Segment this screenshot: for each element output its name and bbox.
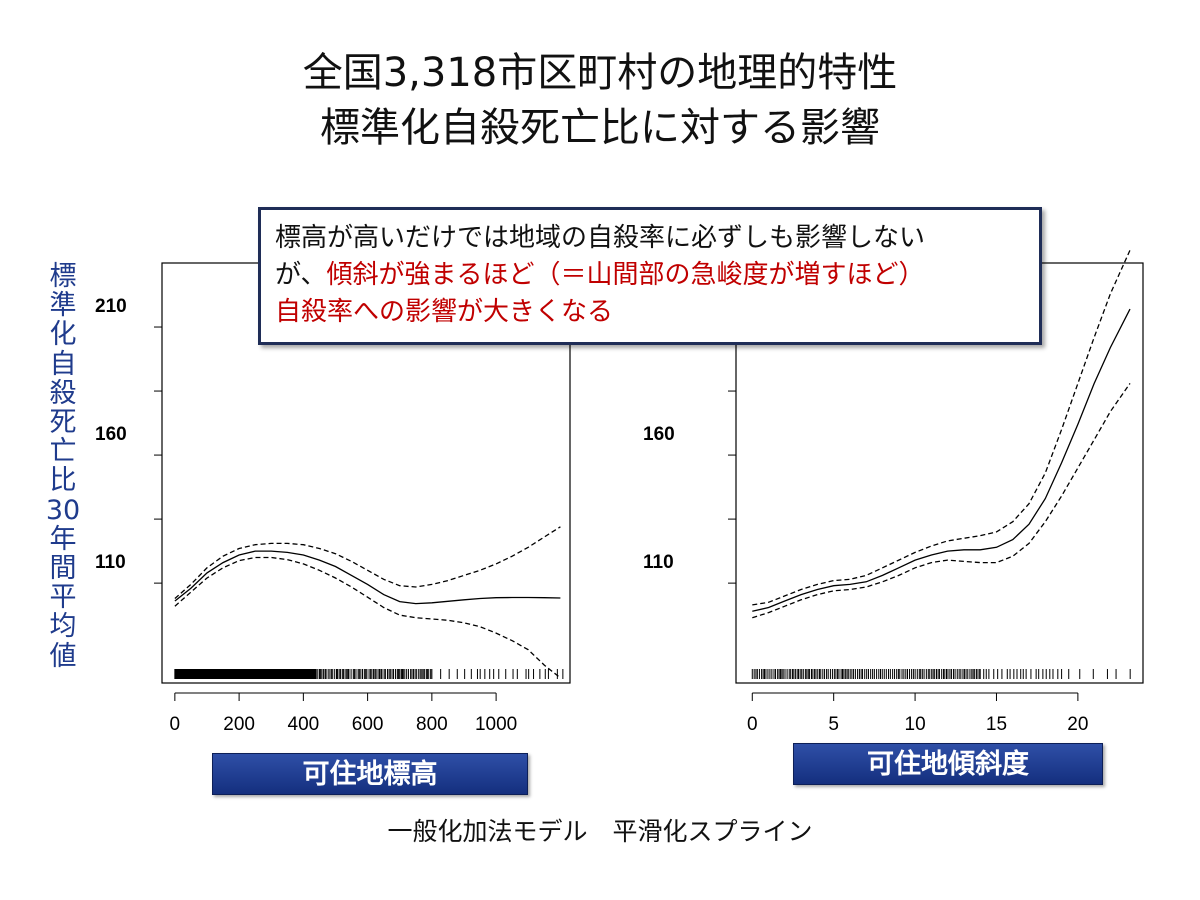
chart2-y-tick-label-160: 160 [643,424,675,445]
callout-line-1: 標高が高いだけでは地域の自殺率に必ずしも影響しない [275,223,926,253]
chart1-upper-ci-line [174,526,561,599]
chart1-x-tick-label-400: 400 [288,714,320,735]
x-axis-label-slope: 可住地傾斜度 [793,743,1103,785]
chart1-x-tick-label-1000: 1000 [475,714,517,735]
x-axis-label-elevation: 可住地標高 [212,753,528,795]
title-line-1: 全国3,318市区町村の地理的特性 [302,50,898,96]
chart2-lower-ci-line [752,383,1131,619]
callout-line-2: が、傾斜が強まるほど（＝山間部の急峻度が増すほど） [275,257,1025,294]
chart2-x-tick-label-20: 20 [1067,714,1088,735]
chart2-upper-ci-line [752,249,1131,606]
chart1-y-tick-label-210: 210 [95,296,127,317]
chart2-x-tick-label-0: 0 [747,714,758,735]
callout-line-2-highlight: 傾斜が強まるほど（＝山間部の急峻度が増すほど） [326,260,925,290]
chart1-y-tick-label-160: 160 [95,424,127,445]
chart1-rug [174,669,564,679]
chart2-x-tick-label-5: 5 [828,714,839,735]
chart1-x-tick-label-600: 600 [352,714,384,735]
title-line-2: 標準化自殺死亡比に対する影響 [320,105,880,151]
chart1-lower-ci-line [174,556,561,679]
chart2-rug [751,669,1131,679]
chart1-x-tick-label-0: 0 [170,714,181,735]
chart1-fit-line [174,550,561,605]
model-caption: 一般化加法モデル 平滑化スプライン [387,817,813,846]
chart1-x-tick-label-800: 800 [416,714,448,735]
callout-box: 標高が高いだけでは地域の自殺率に必ずしも影響しない が、傾斜が強まるほど（＝山間… [258,207,1042,345]
chart1-y-tick-label-110: 110 [95,552,126,573]
chart1-x-tick-label-200: 200 [223,714,255,735]
chart2-x-tick-label-10: 10 [905,714,926,735]
y-axis-label: 標準化自殺死亡比30年間平均値 [45,261,81,672]
chart2-fit-line [752,308,1131,612]
chart2-x-tick-label-15: 15 [986,714,1007,735]
callout-line-3: 自殺率への影響が大きくなる [275,297,614,327]
callout-line-2-prefix: が、 [275,260,327,290]
chart2-y-tick-label-110: 110 [643,552,674,573]
